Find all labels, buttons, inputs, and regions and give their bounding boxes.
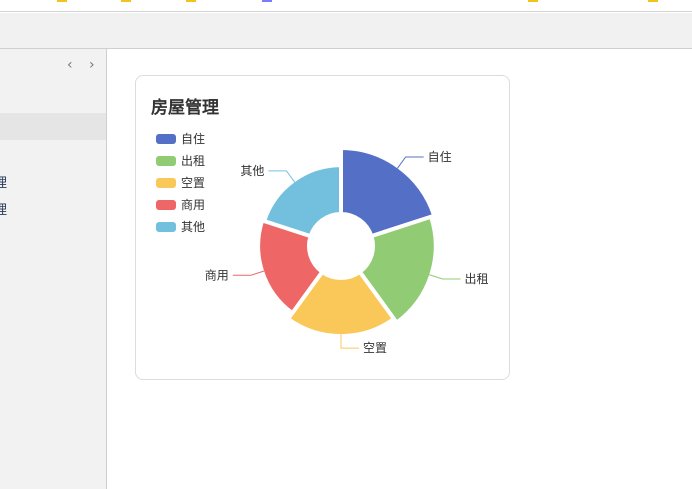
chevron-right-icon[interactable]: › xyxy=(89,57,95,73)
legend-label: 其他 xyxy=(181,220,206,234)
chevron-left-icon[interactable]: ‹ xyxy=(67,57,73,73)
rose-slice[interactable] xyxy=(256,218,325,316)
legend-swatch xyxy=(156,221,176,232)
legend-label: 商用 xyxy=(181,198,206,212)
slice-label: 空置 xyxy=(363,341,387,355)
sidebar-item[interactable]: 理 xyxy=(0,176,8,191)
legend-label: 空置 xyxy=(181,176,206,190)
rose-slice[interactable] xyxy=(339,146,437,239)
window-top-strip xyxy=(0,0,692,12)
slice-label: 商用 xyxy=(205,267,229,282)
toolbar xyxy=(0,13,692,49)
chart-title: 房屋管理 xyxy=(151,98,219,118)
legend-label: 自住 xyxy=(181,132,206,146)
sidebar: ‹ › 理 理 xyxy=(0,49,107,489)
tab-marker xyxy=(262,0,272,2)
label-leader-line xyxy=(340,334,359,349)
label-leader-line xyxy=(397,156,424,169)
legend-swatch xyxy=(156,133,176,144)
legend-swatch xyxy=(156,199,176,210)
tab-marker xyxy=(121,0,131,2)
legend-label: 出租 xyxy=(181,154,206,168)
legend-item[interactable]: 其他 xyxy=(156,218,205,235)
rose-slice[interactable] xyxy=(262,163,343,239)
legend-swatch xyxy=(156,177,176,188)
sidebar-item-selected[interactable] xyxy=(0,113,106,140)
legend-item[interactable]: 空置 xyxy=(156,174,205,191)
tab-marker xyxy=(186,0,196,2)
slice-label: 自住 xyxy=(428,150,452,164)
rose-slice[interactable] xyxy=(286,269,396,339)
label-leader-line xyxy=(429,274,461,280)
slice-label: 出租 xyxy=(464,272,488,286)
tab-marker xyxy=(528,0,538,2)
sidebar-item[interactable]: 理 xyxy=(0,203,8,218)
legend-item[interactable]: 出租 xyxy=(156,152,205,169)
label-leader-line xyxy=(232,270,265,276)
legend-swatch xyxy=(156,155,176,166)
label-leader-line xyxy=(268,170,296,183)
slice-label: 其他 xyxy=(240,164,264,178)
legend-item[interactable]: 自住 xyxy=(156,130,205,147)
chart-card: 房屋管理 自住 出租 空置 商用 其他 自住 出租 空置 商用 其他 xyxy=(135,75,510,380)
tab-marker xyxy=(648,0,658,2)
legend-item[interactable]: 商用 xyxy=(156,196,205,213)
tab-marker xyxy=(57,0,67,2)
